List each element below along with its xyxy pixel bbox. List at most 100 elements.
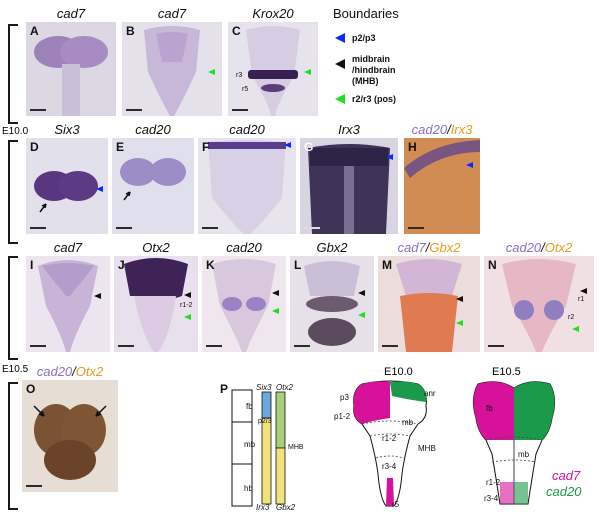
legend-blue-text: p2/p3: [352, 33, 376, 43]
title-o-slash: /: [72, 364, 76, 379]
arrow-green-c: [304, 69, 311, 75]
region-label-p23: p2/3: [258, 418, 272, 425]
title-n-slash: /: [541, 240, 545, 255]
title-o-gene2: Otx2: [75, 364, 104, 379]
embryo-h-image: [404, 138, 480, 234]
arrow-blue-g: [386, 154, 393, 160]
gene-label-irx3: Irx3: [256, 503, 270, 512]
legend-black-text-2: /hindbrain: [352, 65, 396, 75]
scale-bar-i: [30, 345, 46, 347]
arrow-green-m: [456, 320, 463, 326]
scale-bar-h: [408, 227, 424, 229]
title-i: cad7: [53, 240, 83, 255]
scale-bar-e: [116, 227, 132, 229]
label-n-r1: r1: [578, 296, 585, 303]
legend-blue-arrow: [335, 33, 345, 43]
schem-e105-fb: fb: [486, 404, 493, 413]
embryo-k-image: [212, 259, 276, 352]
schematic-e100-title: E10.0: [384, 366, 413, 378]
title-a: cad7: [56, 6, 86, 21]
arrow-black-l: [358, 290, 365, 296]
panel-e: E: [112, 138, 194, 234]
arrow-green-j: [184, 314, 191, 320]
panel-letter-m: M: [382, 258, 392, 272]
diagram-legend-cad20: cad20: [546, 484, 582, 499]
panel-m: M: [378, 256, 480, 352]
panel-i: I: [26, 256, 110, 352]
panel-b: B: [122, 22, 222, 116]
panel-letter-p: P: [220, 382, 229, 396]
schematic-e100: [353, 380, 427, 507]
schem-e105-r34: r3-4: [484, 494, 499, 503]
legend-black-text-1: midbrain: [352, 54, 391, 64]
panel-letter-n: N: [488, 258, 497, 272]
schem-e100-p12: p1-2: [334, 412, 351, 421]
title-h-gene2: Irx3: [450, 122, 473, 137]
panel-letter-i: I: [30, 258, 34, 272]
panel-letter-g: G: [304, 140, 314, 154]
title-n-gene2: Otx2: [544, 240, 573, 255]
gene-label-six3: Six3: [256, 383, 272, 392]
title-j: Otx2: [142, 240, 170, 255]
title-h: cad20/Irx3: [404, 122, 480, 137]
title-m-slash: /: [425, 240, 430, 255]
arrow-green-k: [272, 308, 279, 314]
arrow-blue-h: [466, 162, 473, 168]
title-m-gene2: Gbx2: [429, 240, 461, 255]
embryo-f-image: [208, 140, 286, 234]
schem-e100-p3: p3: [340, 393, 349, 402]
title-m-gene1: cad7: [397, 240, 426, 255]
schematic-e105-title: E10.5: [492, 366, 521, 378]
embryo-b-image: [144, 26, 200, 116]
scale-bar-m: [382, 345, 398, 347]
schem-e105-r12: r1-2: [486, 478, 501, 487]
title-b: cad7: [157, 6, 187, 21]
schem-e100-mhb: MHB: [418, 444, 436, 453]
arrow-black-i: [94, 293, 101, 299]
arrow-green-b: [208, 69, 215, 75]
title-n-gene1: cad20: [505, 240, 542, 255]
panel-letter-e: E: [116, 140, 125, 154]
arrow-green-l: [358, 312, 365, 318]
arrow-black-n: [580, 288, 587, 294]
title-n: cad20/Otx2: [484, 240, 594, 255]
panel-letter-k: K: [206, 258, 215, 272]
row1-bracket: [8, 24, 18, 124]
title-o-gene1: cad20: [36, 364, 73, 379]
stage-label-e100: E10.0: [2, 126, 29, 137]
label-c-r5: r5: [242, 86, 249, 93]
row2-bracket: [8, 140, 18, 244]
schem-e100-r5: r5: [392, 500, 400, 509]
embryo-l-image: [304, 261, 360, 346]
title-k: cad20: [226, 240, 262, 255]
region-label-mb: mb: [244, 440, 256, 449]
arrow-black-m: [456, 296, 463, 302]
schematic-e105: [472, 381, 556, 505]
arrow-black-k: [272, 290, 279, 296]
panel-k: K: [202, 256, 286, 352]
panel-g: G: [300, 138, 398, 234]
legend-title: Boundaries: [333, 6, 399, 21]
schem-e105-mb: mb: [518, 450, 530, 459]
embryo-c-image: [246, 26, 300, 116]
panel-o: O: [22, 380, 118, 492]
scale-bar-j: [118, 345, 134, 347]
title-d: Six3: [54, 122, 80, 137]
stage-label-e105: E10.5: [2, 364, 29, 375]
panel-letter-a: A: [30, 24, 39, 38]
embryo-d-image: [34, 171, 98, 213]
embryo-m-image: [396, 259, 462, 352]
embryo-o-image: [33, 404, 107, 480]
title-e: cad20: [135, 122, 171, 137]
scale-bar-c: [232, 109, 248, 111]
scale-bar-d: [30, 227, 46, 229]
diagram-legend-cad7: cad7: [552, 468, 581, 483]
panel-letter-l: L: [294, 258, 302, 272]
panel-letter-c: C: [232, 24, 241, 38]
panel-letter-o: O: [26, 382, 36, 396]
legend-black-text-3: (MHB): [352, 76, 379, 86]
legend-green-arrow: [335, 94, 345, 104]
regions-diagram: [231, 389, 286, 507]
panel-j: r1-2 J: [114, 256, 198, 352]
scale-bar-o: [26, 485, 42, 487]
